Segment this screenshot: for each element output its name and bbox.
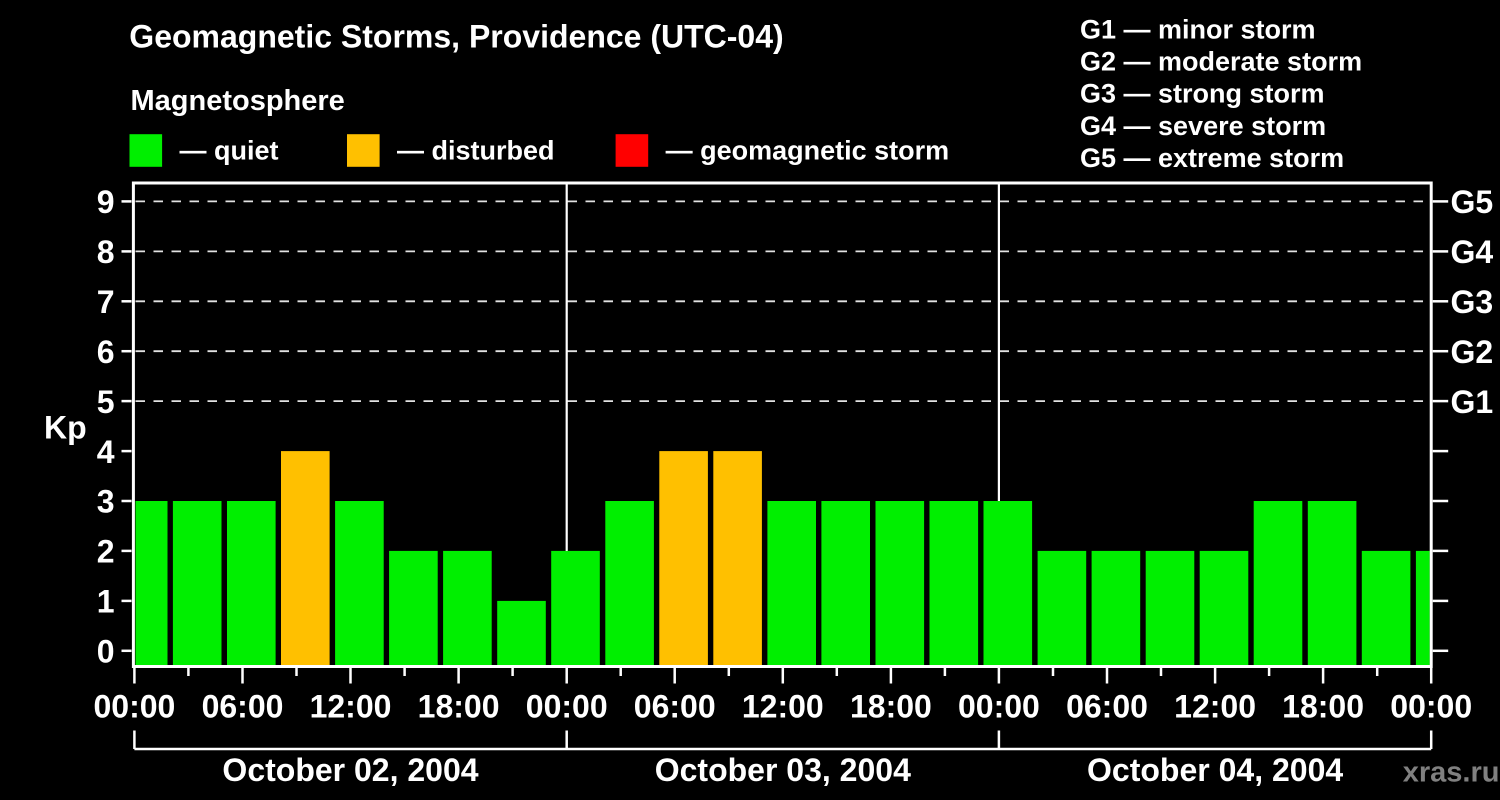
svg-text:18:00: 18:00 [850,689,932,725]
svg-text:Magnetosphere: Magnetosphere [131,85,345,117]
svg-text:06:00: 06:00 [1066,689,1148,725]
svg-text:October 03, 2004: October 03, 2004 [655,752,911,788]
svg-text:18:00: 18:00 [418,689,500,725]
svg-text:00:00: 00:00 [1390,689,1472,725]
svg-text:G4: G4 [1451,234,1494,270]
svg-text:9: 9 [97,184,115,220]
svg-text:— disturbed: — disturbed [397,136,555,166]
svg-text:2: 2 [97,534,115,570]
svg-text:1: 1 [97,584,115,620]
svg-text:G5 — extreme storm: G5 — extreme storm [1080,143,1344,173]
svg-text:G5: G5 [1451,184,1494,220]
svg-text:G1: G1 [1451,384,1494,420]
svg-text:8: 8 [97,234,115,270]
svg-text:G3 — strong storm: G3 — strong storm [1080,79,1325,109]
svg-text:— geomagnetic storm: — geomagnetic storm [666,136,950,166]
svg-text:G2: G2 [1451,334,1494,370]
svg-text:7: 7 [97,284,115,320]
svg-text:06:00: 06:00 [202,689,284,725]
svg-text:Kp: Kp [44,410,87,446]
svg-text:0: 0 [97,634,115,670]
svg-text:G1 — minor storm: G1 — minor storm [1080,15,1316,45]
svg-text:3: 3 [97,484,115,520]
svg-text:G3: G3 [1451,284,1494,320]
svg-text:6: 6 [97,334,115,370]
svg-text:G2 — moderate storm: G2 — moderate storm [1080,47,1362,77]
svg-text:00:00: 00:00 [526,689,608,725]
svg-text:G4 — severe storm: G4 — severe storm [1080,111,1326,141]
svg-text:00:00: 00:00 [93,689,175,725]
svg-text:5: 5 [97,384,115,420]
svg-text:12:00: 12:00 [742,689,824,725]
svg-text:12:00: 12:00 [1174,689,1256,725]
svg-text:xras.ru: xras.ru [1403,757,1500,789]
svg-text:Geomagnetic Storms, Providence: Geomagnetic Storms, Providence (UTC-04) [129,19,783,55]
svg-text:18:00: 18:00 [1282,689,1364,725]
svg-text:12:00: 12:00 [310,689,392,725]
svg-text:4: 4 [97,434,115,470]
svg-text:October 02, 2004: October 02, 2004 [222,752,478,788]
svg-text:— quiet: — quiet [180,136,279,166]
svg-text:00:00: 00:00 [958,689,1040,725]
svg-text:06:00: 06:00 [634,689,716,725]
svg-text:October 04, 2004: October 04, 2004 [1087,752,1343,788]
